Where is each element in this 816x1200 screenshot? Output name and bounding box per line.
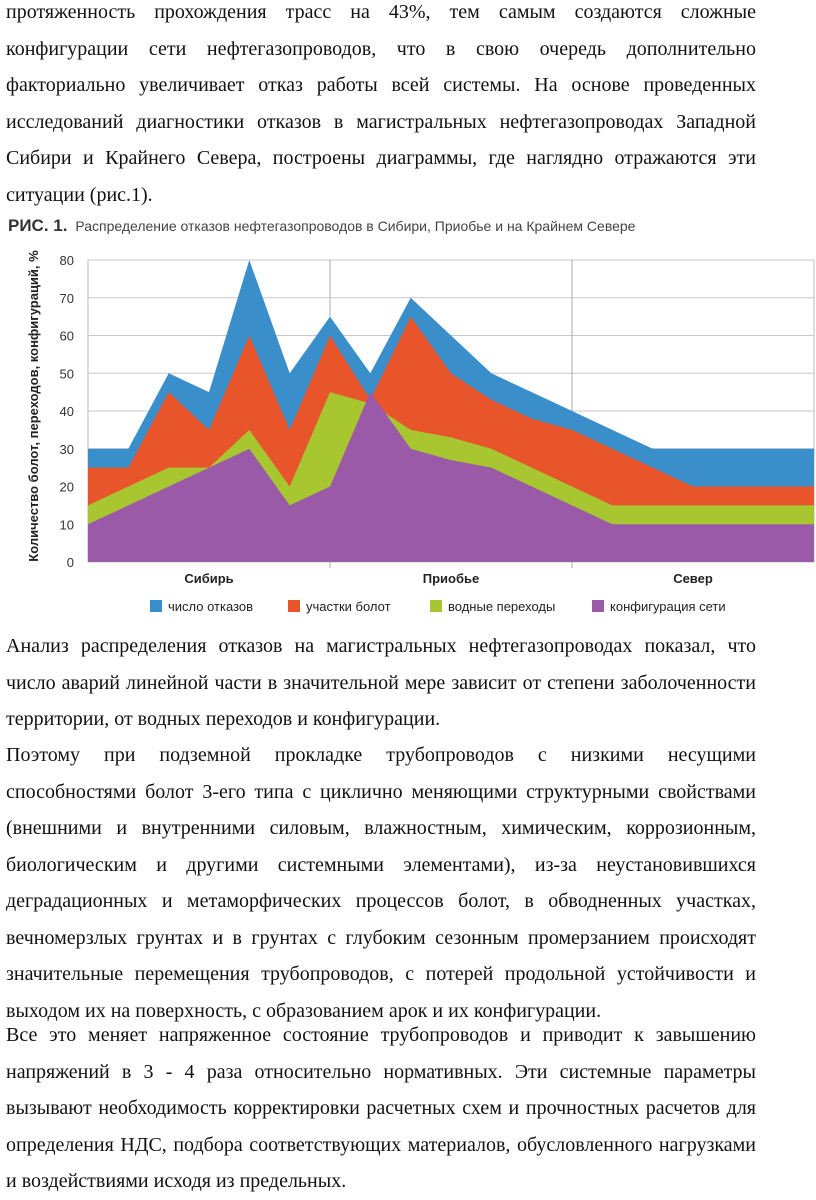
y-tick-label: 20 bbox=[60, 480, 74, 495]
legend-label: водные переходы bbox=[448, 599, 555, 614]
y-tick-label: 60 bbox=[60, 329, 74, 344]
paragraph-analysis: Анализ распределения отказов на магистра… bbox=[6, 635, 756, 730]
figure-title: РИС. 1. Распределение отказов нефтегазоп… bbox=[8, 216, 635, 236]
region-label: Приобье bbox=[423, 571, 479, 586]
legend-swatch bbox=[430, 600, 442, 612]
y-tick-label: 30 bbox=[60, 442, 74, 457]
region-label: Сибирь bbox=[184, 571, 233, 586]
figure-label: РИС. 1. bbox=[8, 216, 68, 235]
figure-caption: Распределение отказов нефтегазопроводов … bbox=[75, 218, 636, 234]
legend-swatch bbox=[592, 600, 604, 612]
area-series bbox=[88, 392, 814, 562]
failure-distribution-chart: 0 10 20 30 40 50 60 70 80 Сибирь Приобье Север Коли… bbox=[26, 250, 815, 614]
chart-areas bbox=[88, 260, 814, 562]
legend-label: участки болот bbox=[306, 599, 391, 614]
paragraph-underground: Поэтому при подземной прокладке трубопро… bbox=[6, 744, 756, 1022]
paragraph-intro: протяженность прохождения трасс на 43%, … bbox=[6, 1, 756, 206]
legend-swatch bbox=[150, 600, 162, 612]
y-tick-label: 50 bbox=[60, 366, 74, 381]
legend-swatch bbox=[288, 600, 300, 612]
y-tick-label: 40 bbox=[60, 404, 74, 419]
legend-label: конфигурация сети bbox=[610, 599, 726, 614]
paragraph-stress: Все это меняет напряженное состояние тру… bbox=[6, 1024, 756, 1192]
y-tick-label: 0 bbox=[67, 555, 74, 570]
y-tick-label: 80 bbox=[60, 253, 74, 268]
chart-axes: 0 10 20 30 40 50 60 70 80 Сибирь Приобье Север bbox=[60, 253, 713, 586]
legend-label: число отказов bbox=[168, 599, 253, 614]
y-tick-label: 10 bbox=[60, 517, 74, 532]
y-axis-label: Количество болот, переходов, конфигураци… bbox=[26, 250, 41, 562]
region-label: Север bbox=[673, 571, 713, 586]
y-tick-label: 70 bbox=[60, 291, 74, 306]
chart-legend: число отказов участки болот водные переход… bbox=[150, 599, 726, 614]
